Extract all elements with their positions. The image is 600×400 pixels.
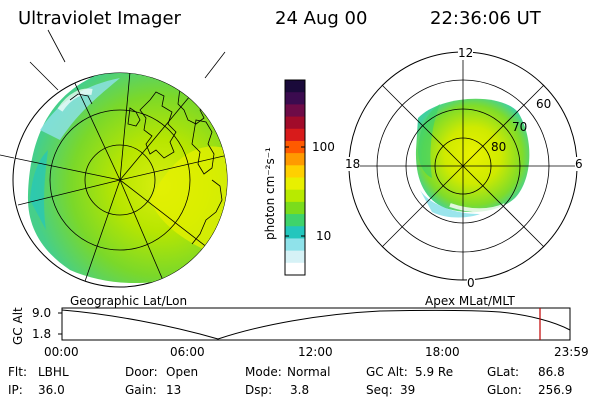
coastline-greenland: [139, 91, 177, 159]
mode-label: Mode:: [245, 365, 282, 379]
colorbar-swatch: [285, 165, 305, 179]
colorbar-swatch: [285, 104, 305, 118]
altitude-curve: [61, 309, 571, 340]
gcalt-value: 5.9 Re: [415, 365, 454, 379]
orbit-xtick-0000: 00:00: [44, 345, 79, 359]
mode-value: Normal: [287, 365, 331, 379]
mlt-label-6: 6: [575, 157, 583, 171]
geo-panel-label: Geographic Lat/Lon: [70, 294, 188, 308]
colorbar-tick-100: 100: [312, 140, 335, 154]
colorbar-swatch: [285, 201, 305, 215]
gain-value: 13: [166, 383, 182, 397]
mlt-label-0: 0: [467, 276, 475, 290]
gcalt-label: GC Alt:: [366, 365, 408, 379]
door-label: Door:: [125, 365, 158, 379]
flt-value: LBHL: [38, 365, 69, 379]
ip-label: IP:: [8, 383, 23, 397]
flt-label: Flt:: [8, 365, 27, 379]
time-label: 22:36:06 UT: [430, 8, 541, 29]
colorbar-swatch: [285, 238, 305, 252]
mlat-label-70: 70: [512, 120, 528, 134]
colorbar-swatch: [285, 116, 305, 130]
mag-emission-region: [415, 98, 530, 213]
colorbar-swatch: [285, 92, 305, 105]
colorbar-swatch: [285, 226, 305, 240]
orbit-ylabel: GC Alt: [11, 307, 25, 345]
glat-value: 86.8: [538, 365, 565, 379]
door-value: Open: [166, 365, 199, 379]
colorbar-swatch: [285, 250, 305, 264]
colorbar-swatch: [285, 153, 305, 166]
dsp-label: Dsp:: [245, 383, 273, 397]
glon-value: 256.9: [538, 383, 573, 397]
gain-label: Gain:: [125, 383, 157, 397]
mlat-label-60: 60: [536, 97, 552, 111]
geographic-map-panel: [0, 29, 228, 288]
colorbar-swatch: [285, 80, 305, 93]
colorbar: [285, 80, 305, 276]
orbit-ytick-9: 9.0: [32, 306, 52, 320]
colorbar-swatch: [285, 214, 305, 227]
colorbar-swatch: [285, 140, 305, 154]
orbit-xtick-1200: 12:00: [298, 345, 333, 359]
mag-panel-label: Apex MLat/MLT: [425, 294, 515, 308]
mlt-label-18: 18: [345, 157, 361, 171]
seq-label: Seq:: [366, 383, 393, 397]
colorbar-swatch: [285, 262, 305, 276]
colorbar-swatch: [285, 128, 305, 142]
dsp-value: 3.8: [290, 383, 310, 397]
mlt-label-12: 12: [458, 46, 474, 60]
colorbar-swatch: [285, 189, 305, 203]
date-label: 24 Aug 00: [275, 8, 368, 29]
glon-label: GLon:: [487, 383, 522, 397]
orbit-altitude-plot: [58, 307, 571, 341]
colorbar-tick-10: 10: [316, 229, 332, 243]
ip-value: 36.0: [38, 383, 65, 397]
orbit-xtick-1800: 18:00: [425, 345, 460, 359]
colorbar-frame: [284, 79, 306, 276]
colorbar-label: photon cm⁻²s⁻¹: [263, 147, 277, 240]
mlat-label-80: 80: [491, 140, 507, 154]
glat-label: GLat:: [487, 365, 520, 379]
orbit-xtick-2359: 23:59: [554, 345, 589, 359]
magnetic-map-panel: [348, 51, 578, 281]
instrument-title: Ultraviolet Imager: [18, 8, 181, 29]
colorbar-swatch: [285, 177, 305, 191]
orbit-ytick-1-8: 1.8: [32, 327, 52, 341]
orbit-xtick-0600: 06:00: [170, 345, 205, 359]
seq-value: 39: [400, 383, 416, 397]
